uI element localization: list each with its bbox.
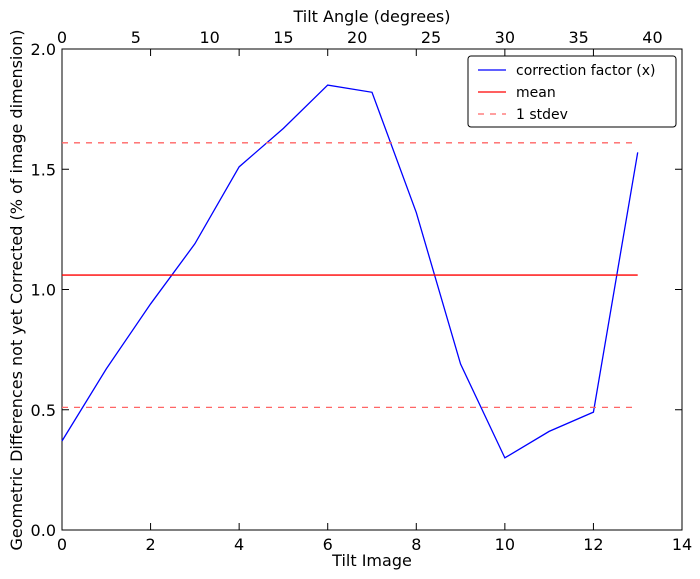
x-tick-label: 2	[145, 535, 155, 554]
legend-label-correction: correction factor (x)	[516, 63, 655, 79]
legend-label-stdev: 1 stdev	[516, 107, 568, 123]
y-tick-label: 1.5	[31, 160, 56, 179]
top-x-tick-label: 25	[421, 28, 441, 47]
x-tick-label: 14	[672, 535, 692, 554]
y-tick-label: 2.0	[31, 40, 56, 59]
top-x-tick-label: 5	[131, 28, 141, 47]
top-x-tick-label: 15	[273, 28, 293, 47]
y-tick-label: 0.5	[31, 401, 56, 420]
x-axis-title: Tilt Image	[331, 551, 412, 570]
top-x-tick-label: 35	[568, 28, 588, 47]
legend: correction factor (x) mean 1 stdev	[467, 55, 677, 128]
x-tick-label: 8	[411, 535, 421, 554]
series-correction-factor-x-line	[61, 84, 639, 459]
y-tick-label: 0.0	[31, 521, 56, 540]
top-x-tick-label: 0	[57, 28, 67, 47]
legend-label-mean: mean	[516, 85, 556, 101]
top-x-axis-title: Tilt Angle (degrees)	[292, 7, 450, 26]
x-tick-label: 4	[234, 535, 244, 554]
x-tick-label: 0	[57, 535, 67, 554]
x-tick-label: 12	[583, 535, 603, 554]
top-x-tick-label: 10	[199, 28, 219, 47]
ticks-group: 0 2 4 6 8 10 12 140.00.51.01.52.00 5 10 15 20 25 30 35…	[31, 28, 693, 554]
legend-box	[467, 55, 677, 128]
top-x-tick-label: 40	[642, 28, 662, 47]
series-group	[61, 84, 639, 459]
y-axis-title: Geometric Differences not yet Corrected …	[7, 29, 26, 550]
y-tick-label: 1.0	[31, 281, 56, 300]
x-tick-label: 10	[495, 535, 515, 554]
x-tick-label: 6	[323, 535, 333, 554]
top-x-tick-label: 20	[347, 28, 367, 47]
plot-area	[61, 48, 683, 531]
top-x-tick-label: 30	[495, 28, 515, 47]
